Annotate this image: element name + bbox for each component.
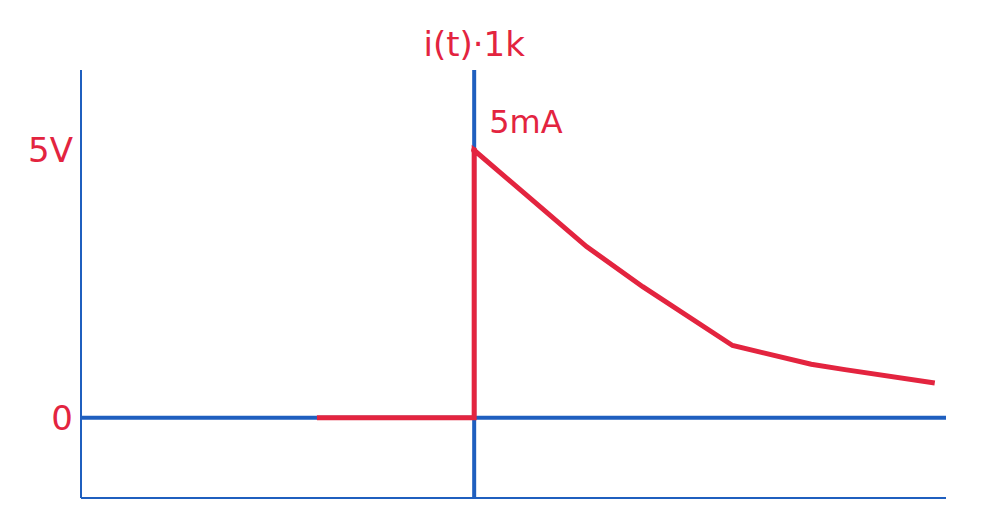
svg-text:5mA: 5mA (489, 103, 563, 141)
svg-text:5V: 5V (28, 130, 73, 170)
svg-text:0: 0 (51, 398, 73, 438)
svg-text:i(t)·1k: i(t)·1k (423, 24, 525, 64)
